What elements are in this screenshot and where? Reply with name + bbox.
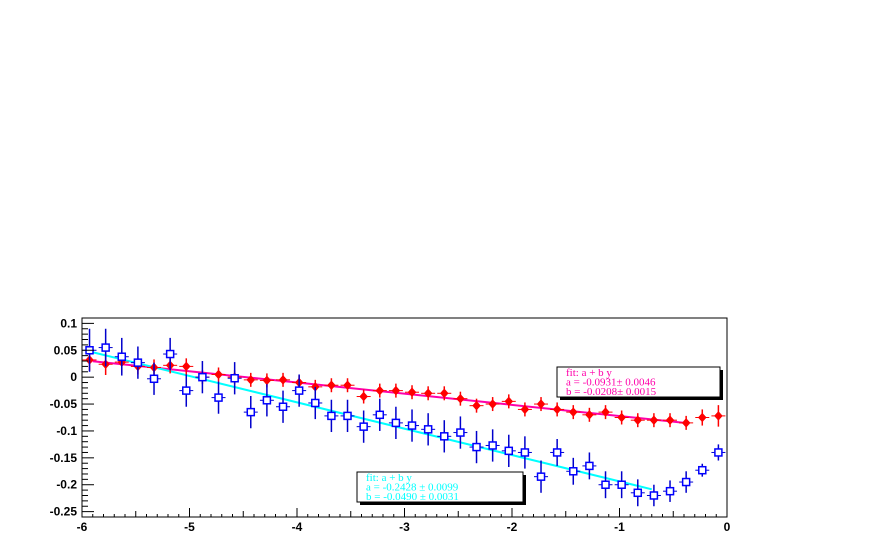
data-point — [681, 418, 691, 428]
y-tick-label: -0.2 — [56, 478, 77, 492]
data-point — [214, 369, 223, 380]
data-point — [714, 448, 723, 457]
data-point — [181, 361, 191, 372]
data-point — [359, 422, 368, 431]
x-tick-label: -2 — [507, 520, 518, 534]
data-point — [246, 407, 256, 417]
data-point — [149, 374, 159, 384]
data-point — [585, 461, 594, 471]
data-point — [568, 407, 578, 417]
data-point — [198, 372, 207, 382]
data-point — [617, 412, 626, 423]
x-tick-label: -5 — [184, 520, 195, 534]
data-point — [278, 374, 288, 385]
data-point — [440, 432, 449, 441]
data-point — [327, 380, 336, 391]
y-tick-label: 0.1 — [60, 316, 77, 330]
data-point — [327, 411, 336, 421]
data-point — [633, 415, 643, 426]
data-point — [423, 388, 433, 399]
y-tick-label: -0.1 — [56, 424, 77, 438]
data-point — [343, 380, 352, 391]
data-point — [536, 399, 546, 409]
x-tick-label: -6 — [77, 520, 88, 534]
data-point — [681, 477, 691, 487]
data-point — [520, 448, 530, 457]
fit-legend-line: a = -0.0931± 0.0046 — [566, 377, 656, 389]
data-point — [665, 486, 675, 496]
data-point — [311, 398, 320, 408]
x-tick-label: 0 — [724, 520, 731, 534]
data-point — [649, 491, 659, 500]
data-point — [343, 411, 352, 421]
data-point — [375, 385, 385, 396]
data-point — [488, 399, 497, 409]
data-point — [278, 402, 288, 411]
data-point — [665, 415, 675, 426]
data-point — [165, 349, 175, 359]
fit-legend-line: b = -0.0208± 0.0015 — [566, 386, 657, 398]
data-point — [182, 386, 191, 395]
data-point — [617, 480, 626, 489]
data-point — [714, 411, 723, 421]
data-point — [407, 421, 417, 430]
data-point — [391, 418, 401, 428]
data-point — [117, 352, 127, 361]
y-tick-label: 0.05 — [54, 343, 78, 357]
data-point — [698, 465, 707, 475]
data-point — [423, 425, 433, 434]
data-point — [536, 472, 546, 481]
data-point — [520, 404, 530, 415]
data-point — [439, 388, 449, 399]
data-point — [649, 415, 659, 426]
fit-legend-line: b = -0.0490 ± 0.0031 — [366, 491, 459, 503]
data-point — [262, 396, 272, 405]
data-point — [456, 428, 465, 437]
data-point — [488, 441, 497, 450]
data-point — [407, 387, 417, 398]
data-point — [294, 386, 304, 395]
y-tick-label: -0.15 — [50, 451, 78, 465]
data-point — [504, 446, 514, 456]
data-point — [230, 373, 239, 383]
data-point — [504, 396, 514, 407]
axes-layer: -6 -5 -4 -3 -2 -1 0 0.1 0.05 0 -0.05 -0.1 -0.15 -0.2 -… — [50, 316, 731, 534]
y-tick-label: -0.25 — [50, 505, 78, 519]
data-point — [472, 400, 481, 411]
data-point — [262, 375, 272, 386]
data-point — [133, 358, 143, 367]
data-point — [601, 480, 610, 489]
data-point — [246, 374, 256, 385]
data-point — [359, 391, 368, 402]
data-layer — [82, 328, 726, 507]
data-point — [552, 404, 562, 415]
data-point — [552, 448, 562, 457]
x-tick-label: -4 — [292, 520, 303, 534]
data-point — [601, 407, 610, 417]
data-point — [472, 442, 481, 452]
data-point — [214, 393, 223, 402]
data-point — [375, 410, 385, 420]
fit-box — [556, 366, 721, 398]
y-tick-label: -0.05 — [50, 397, 78, 411]
fit-legend-line: fit: a + b y — [566, 367, 612, 379]
data-point — [569, 467, 578, 476]
data-point — [697, 412, 707, 423]
y-tick-label: 0 — [70, 370, 77, 384]
data-point — [585, 409, 594, 420]
fit-box — [356, 471, 524, 503]
x-tick-label: -3 — [399, 520, 410, 534]
data-point — [456, 393, 465, 404]
fit-legend-line: a = -0.2428 ± 0.0099 — [366, 482, 459, 494]
data-point — [101, 343, 110, 352]
data-point — [391, 385, 401, 396]
data-point — [633, 488, 643, 498]
fit-legend-line: fit: a + b y — [366, 472, 412, 484]
x-tick-label: -1 — [614, 520, 625, 534]
